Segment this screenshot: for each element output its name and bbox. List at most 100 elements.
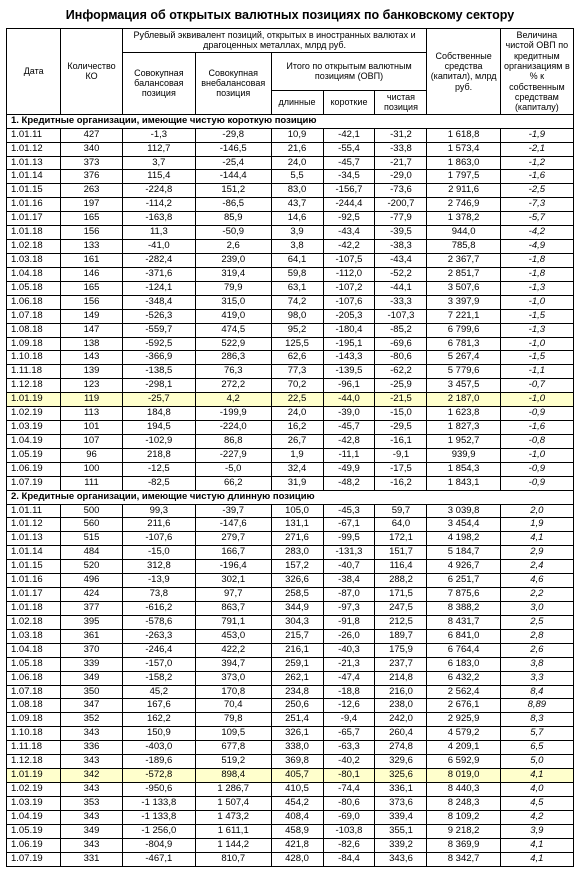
cell-net: -44,1 (375, 281, 427, 295)
cell-pct: 2,9 (500, 546, 573, 560)
cell-short: -26,0 (323, 629, 375, 643)
cell-pct: -1,6 (500, 421, 573, 435)
cell-short: -80,1 (323, 769, 375, 783)
cell-pct: -1,9 (500, 128, 573, 142)
cell-offbalance: 1 286,7 (195, 783, 271, 797)
cell-balance: -1 133,8 (122, 810, 195, 824)
cell-short: -244,4 (323, 198, 375, 212)
table-row: 1.06.18156-348,4315,074,2-107,6-33,33 39… (7, 295, 574, 309)
cell-net: -29,0 (375, 170, 427, 184)
cell-short: -84,4 (323, 852, 375, 866)
cell-long: 10,9 (271, 128, 323, 142)
cell-pct: 2,6 (500, 643, 573, 657)
cell-long: 31,9 (271, 476, 323, 490)
cell-pct: 2,4 (500, 560, 573, 574)
cell-pct: 2,2 (500, 588, 573, 602)
cell-date: 1.02.19 (7, 407, 61, 421)
cell-short: -63,3 (323, 741, 375, 755)
cell-balance: -15,0 (122, 546, 195, 560)
table-row: 1.03.19101194,5-224,016,2-45,7-29,51 827… (7, 421, 574, 435)
cell-capital: 939,9 (427, 448, 500, 462)
cell-pct: 4,5 (500, 796, 573, 810)
cell-offbalance: 109,5 (195, 727, 271, 741)
cell-pct: 6,5 (500, 741, 573, 755)
cell-long: 5,5 (271, 170, 323, 184)
cell-capital: 3 507,6 (427, 281, 500, 295)
cell-offbalance: 419,0 (195, 309, 271, 323)
cell-capital: 2 367,7 (427, 253, 500, 267)
table-row: 1.05.18165-124,179,963,1-107,2-44,13 507… (7, 281, 574, 295)
table-row: 1.01.15263-224,8151,283,0-156,7-73,62 91… (7, 184, 574, 198)
cell-offbalance: -25,4 (195, 156, 271, 170)
cell-short: -21,3 (323, 657, 375, 671)
table-row: 1.07.19111-82,566,231,9-48,2-16,21 843,1… (7, 476, 574, 490)
cell-balance: 115,4 (122, 170, 195, 184)
cell-long: 251,4 (271, 713, 323, 727)
cell-date: 1.09.18 (7, 337, 61, 351)
cell-short: -131,3 (323, 546, 375, 560)
cell-net: 172,1 (375, 532, 427, 546)
cell-balance: -102,9 (122, 434, 195, 448)
cell-ko: 343 (61, 727, 122, 741)
cell-ko: 101 (61, 421, 122, 435)
cell-date: 1.03.18 (7, 629, 61, 643)
col-long: длинные (271, 91, 323, 115)
col-capital: Собственные средства (капитал), млрд руб… (427, 29, 500, 115)
cell-long: 63,1 (271, 281, 323, 295)
cell-offbalance: 791,1 (195, 615, 271, 629)
cell-balance: -1,3 (122, 128, 195, 142)
cell-offbalance: -196,4 (195, 560, 271, 574)
cell-pct: -1,0 (500, 295, 573, 309)
cell-offbalance: 373,0 (195, 671, 271, 685)
cell-pct: 3,8 (500, 657, 573, 671)
cell-date: 1.03.19 (7, 796, 61, 810)
cell-long: 326,1 (271, 727, 323, 741)
cell-long: 408,4 (271, 810, 323, 824)
cell-capital: 6 251,7 (427, 574, 500, 588)
cell-offbalance: -86,5 (195, 198, 271, 212)
cell-net: -43,4 (375, 253, 427, 267)
cell-date: 1.05.18 (7, 657, 61, 671)
cell-capital: 8 388,2 (427, 602, 500, 616)
cell-pct: 4,1 (500, 838, 573, 852)
cell-date: 1.04.19 (7, 434, 61, 448)
ovp-table: Дата Количество КО Рублевый эквивалент п… (6, 28, 574, 867)
cell-balance: -163,8 (122, 212, 195, 226)
table-row: 1.04.18370-246,4422,2216,1-40,3175,96 76… (7, 643, 574, 657)
table-row: 1.03.18361-263,3453,0215,7-26,0189,76 84… (7, 629, 574, 643)
cell-long: 458,9 (271, 824, 323, 838)
cell-net: 216,0 (375, 685, 427, 699)
cell-net: 339,2 (375, 838, 427, 852)
cell-balance: 73,8 (122, 588, 195, 602)
table-row: 1.01.15520312,8-196,4157,2-40,7116,44 92… (7, 560, 574, 574)
cell-date: 1.02.18 (7, 615, 61, 629)
cell-date: 1.01.15 (7, 560, 61, 574)
cell-balance: -1 133,8 (122, 796, 195, 810)
cell-ko: 107 (61, 434, 122, 448)
cell-offbalance: 1 611,1 (195, 824, 271, 838)
cell-pct: -4,9 (500, 240, 573, 254)
cell-ko: 138 (61, 337, 122, 351)
cell-net: 116,4 (375, 560, 427, 574)
cell-net: 247,5 (375, 602, 427, 616)
cell-ko: 139 (61, 365, 122, 379)
cell-date: 1.01.18 (7, 226, 61, 240)
col-pct: Величина чистой ОВП по кредитным организ… (500, 29, 573, 115)
cell-offbalance: 166,7 (195, 546, 271, 560)
cell-pct: 3,3 (500, 671, 573, 685)
cell-net: 171,5 (375, 588, 427, 602)
table-row: 1.01.11427-1,3-29,810,9-42,1-31,21 618,8… (7, 128, 574, 142)
table-row: 1.02.18395-578,6791,1304,3-91,8212,58 43… (7, 615, 574, 629)
cell-balance: -124,1 (122, 281, 195, 295)
cell-offbalance: -39,7 (195, 504, 271, 518)
cell-pct: -0,7 (500, 379, 573, 393)
cell-offbalance: 79,9 (195, 281, 271, 295)
cell-short: -43,4 (323, 226, 375, 240)
cell-net: -85,2 (375, 323, 427, 337)
cell-long: 410,5 (271, 783, 323, 797)
cell-pct: 4,1 (500, 769, 573, 783)
cell-ko: 352 (61, 713, 122, 727)
cell-balance: -371,6 (122, 267, 195, 281)
cell-ko: 119 (61, 393, 122, 407)
cell-pct: 1,9 (500, 518, 573, 532)
